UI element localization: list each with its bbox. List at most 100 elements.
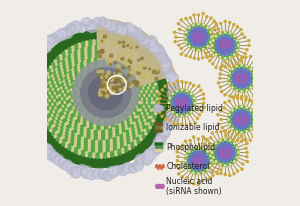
Circle shape: [212, 40, 214, 41]
Circle shape: [167, 109, 174, 116]
Circle shape: [89, 79, 92, 82]
Circle shape: [137, 54, 140, 57]
Circle shape: [136, 101, 139, 104]
Circle shape: [63, 130, 65, 132]
Circle shape: [169, 107, 171, 109]
Circle shape: [236, 107, 238, 108]
Circle shape: [68, 141, 70, 143]
Circle shape: [63, 127, 66, 129]
Circle shape: [126, 65, 129, 67]
Circle shape: [30, 130, 37, 137]
Circle shape: [112, 128, 115, 130]
Circle shape: [92, 47, 94, 50]
Circle shape: [106, 78, 108, 80]
Circle shape: [118, 166, 128, 176]
Circle shape: [110, 111, 113, 114]
Circle shape: [104, 21, 110, 27]
Circle shape: [212, 151, 214, 154]
Circle shape: [91, 58, 93, 60]
Circle shape: [134, 94, 136, 96]
Circle shape: [250, 128, 252, 129]
Circle shape: [175, 96, 189, 110]
Circle shape: [104, 117, 106, 120]
Circle shape: [134, 55, 137, 58]
Circle shape: [56, 114, 58, 116]
Circle shape: [254, 77, 255, 79]
Circle shape: [190, 93, 192, 95]
Circle shape: [155, 123, 157, 125]
Circle shape: [92, 143, 94, 146]
Circle shape: [209, 36, 212, 39]
Circle shape: [134, 29, 140, 35]
Circle shape: [79, 105, 82, 108]
Circle shape: [72, 64, 74, 66]
Circle shape: [137, 116, 140, 118]
Circle shape: [126, 86, 128, 89]
Circle shape: [149, 81, 152, 83]
Circle shape: [121, 52, 123, 55]
Circle shape: [212, 174, 214, 176]
Circle shape: [109, 129, 112, 132]
Circle shape: [127, 76, 130, 80]
Circle shape: [215, 35, 235, 55]
Circle shape: [124, 54, 127, 57]
Circle shape: [74, 107, 77, 110]
Circle shape: [116, 67, 119, 70]
Circle shape: [106, 63, 108, 65]
Circle shape: [236, 157, 238, 158]
Circle shape: [86, 101, 88, 104]
Circle shape: [81, 53, 84, 56]
Circle shape: [28, 123, 35, 130]
Circle shape: [149, 83, 152, 85]
Circle shape: [122, 151, 124, 153]
Circle shape: [115, 123, 118, 126]
Circle shape: [57, 68, 60, 71]
Circle shape: [90, 122, 93, 125]
Circle shape: [125, 122, 127, 124]
Circle shape: [173, 83, 175, 85]
Circle shape: [177, 156, 179, 158]
Circle shape: [212, 44, 214, 47]
Circle shape: [81, 143, 83, 145]
Circle shape: [73, 92, 76, 95]
Circle shape: [163, 127, 170, 134]
Circle shape: [235, 146, 238, 149]
Circle shape: [128, 45, 131, 48]
Circle shape: [32, 139, 43, 149]
Circle shape: [84, 143, 87, 146]
Circle shape: [118, 46, 121, 49]
Circle shape: [71, 58, 74, 60]
Circle shape: [116, 69, 119, 73]
Circle shape: [141, 129, 143, 132]
Circle shape: [192, 171, 195, 173]
Circle shape: [76, 103, 79, 106]
Circle shape: [186, 31, 188, 34]
Circle shape: [86, 72, 89, 75]
Circle shape: [99, 140, 102, 144]
Circle shape: [125, 166, 131, 172]
Circle shape: [139, 94, 141, 96]
Circle shape: [258, 107, 260, 109]
Circle shape: [103, 90, 106, 93]
Circle shape: [129, 115, 132, 118]
Circle shape: [84, 80, 86, 82]
Circle shape: [59, 109, 62, 111]
Circle shape: [60, 58, 62, 60]
Circle shape: [110, 147, 113, 149]
Circle shape: [74, 103, 76, 106]
Circle shape: [111, 114, 113, 117]
Circle shape: [47, 119, 50, 122]
Circle shape: [121, 57, 124, 60]
Circle shape: [131, 122, 133, 125]
Circle shape: [102, 133, 105, 136]
Circle shape: [55, 85, 57, 87]
Circle shape: [68, 83, 71, 86]
Circle shape: [86, 111, 89, 114]
Circle shape: [244, 138, 246, 140]
Circle shape: [198, 23, 199, 25]
Circle shape: [261, 86, 263, 88]
Circle shape: [172, 93, 175, 96]
Circle shape: [224, 131, 226, 133]
Circle shape: [56, 64, 59, 67]
Circle shape: [94, 62, 98, 65]
